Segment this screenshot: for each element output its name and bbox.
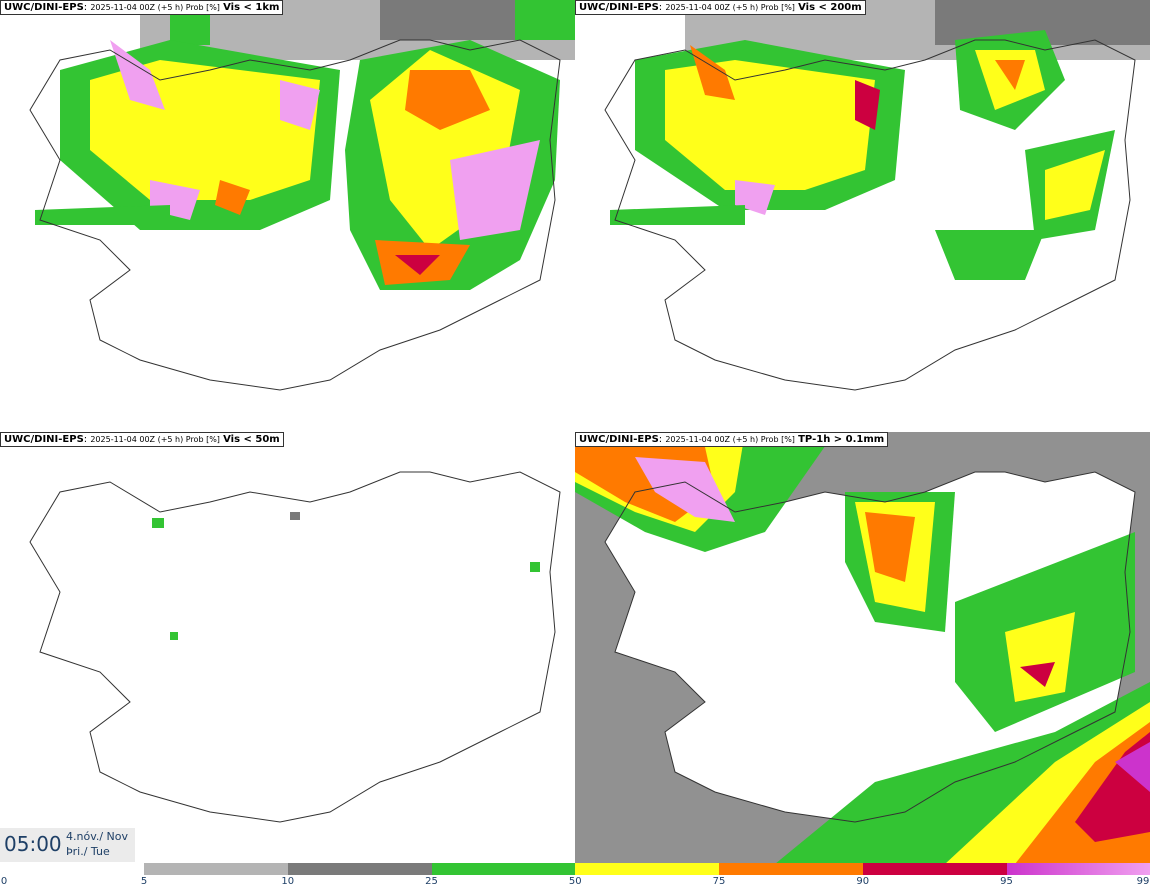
model-name: UWC/DINI-EPS — [579, 2, 659, 13]
run-info: 2025-11-04 00Z (+5 h) Prob [%] — [665, 435, 795, 444]
valid-time: 05:00 — [4, 832, 62, 856]
coastline — [29, 39, 561, 391]
run-info: 2025-11-04 00Z (+5 h) Prob [%] — [90, 3, 220, 12]
colorbar-band — [144, 863, 288, 875]
map-panel-precip: UWC/DINI-EPS: 2025-11-04 00Z (+5 h) Prob… — [575, 432, 1150, 864]
coastline — [604, 39, 1136, 391]
run-info: 2025-11-04 00Z (+5 h) Prob [%] — [665, 3, 795, 12]
colorbar-tick-label: 75 — [712, 876, 726, 887]
variable-name: Vis < 50m — [223, 434, 280, 445]
valid-time-box: 05:00 4.nóv./ Nov Þri./ Tue — [0, 828, 135, 862]
probability-colorbar: 0 5 10 25 50 75 90 95 99 — [0, 862, 1150, 891]
colorbar-tick-label: 25 — [425, 876, 438, 887]
colorbar-band — [719, 863, 863, 875]
valid-weekday: Þri./ Tue — [66, 845, 110, 858]
probability-map — [604, 0, 1150, 391]
variable-name: TP-1h > 0.1mm — [798, 434, 885, 445]
colorbar-tick-label: 50 — [568, 876, 582, 887]
run-info: 2025-11-04 00Z (+5 h) Prob [%] — [90, 435, 220, 444]
variable-name: Vis < 200m — [798, 2, 862, 13]
panel-title: UWC/DINI-EPS: 2025-11-04 00Z (+5 h) Prob… — [575, 432, 889, 447]
colorbar-band — [1006, 863, 1150, 875]
coastline — [29, 471, 561, 823]
colorbar-tick-label: 95 — [1000, 876, 1013, 887]
colorbar-band — [575, 863, 719, 875]
probability-map — [29, 0, 575, 391]
panel-title: UWC/DINI-EPS: 2025-11-04 00Z (+5 h) Prob… — [0, 0, 284, 15]
panel-title: UWC/DINI-EPS: 2025-11-04 00Z (+5 h) Prob… — [575, 0, 866, 15]
model-name: UWC/DINI-EPS — [4, 2, 84, 13]
valid-date: 4.nóv./ Nov — [66, 830, 129, 843]
colorbar-tick-label: 0 — [0, 876, 8, 887]
forecast-field — [35, 0, 575, 290]
map-panel-vis-200m: UWC/DINI-EPS: 2025-11-04 00Z (+5 h) Prob… — [575, 0, 1150, 432]
colorbar-band — [862, 863, 1007, 875]
colorbar-tick-label: 5 — [140, 876, 148, 887]
model-name: UWC/DINI-EPS — [579, 434, 659, 445]
forecast-field — [610, 0, 1150, 280]
probability-map — [29, 471, 561, 823]
panel-title: UWC/DINI-EPS: 2025-11-04 00Z (+5 h) Prob… — [0, 432, 284, 447]
probability-map — [575, 432, 1150, 864]
map-panel-vis-1km: UWC/DINI-EPS: 2025-11-04 00Z (+5 h) Prob… — [0, 0, 575, 432]
forecast-field — [575, 432, 1150, 864]
colorbar-band — [287, 863, 432, 875]
colorbar-tick-label: 90 — [856, 876, 870, 887]
forecast-field — [152, 512, 540, 640]
colorbar-tick-label: 10 — [281, 876, 295, 887]
model-name: UWC/DINI-EPS — [4, 434, 84, 445]
map-panel-vis-50m: UWC/DINI-EPS: 2025-11-04 00Z (+5 h) Prob… — [0, 432, 575, 864]
colorbar-band — [431, 863, 576, 875]
colorbar-tick-label: 99 — [1136, 876, 1150, 887]
variable-name: Vis < 1km — [223, 2, 280, 13]
coastline — [604, 471, 1136, 823]
